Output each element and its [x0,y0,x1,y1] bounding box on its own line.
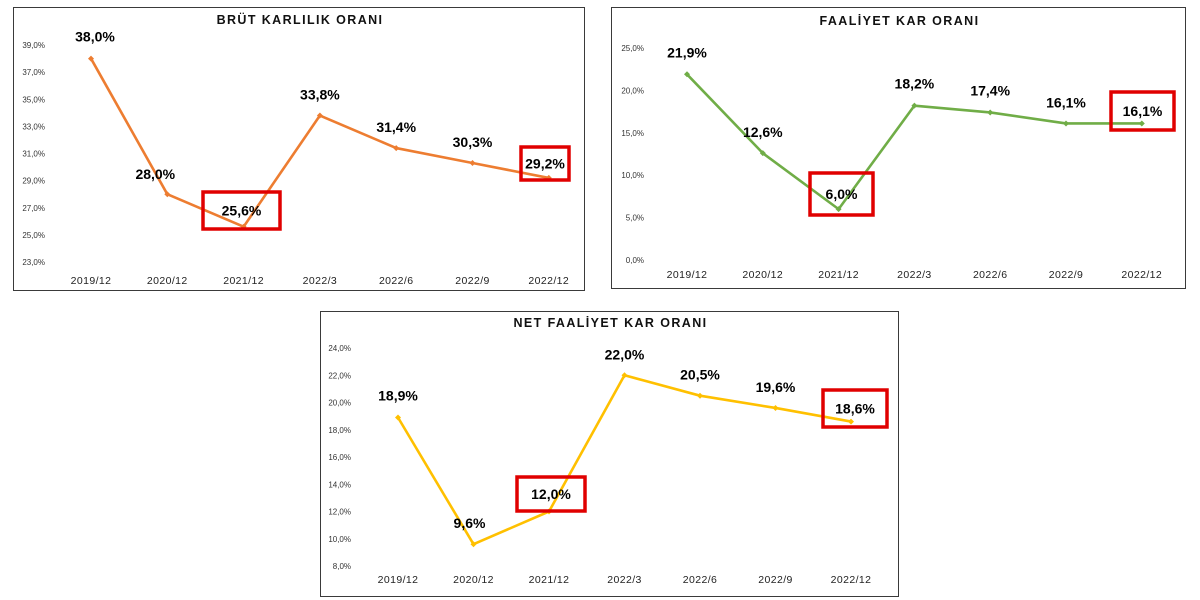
x-tick-label: 2020/12 [742,269,783,281]
data-label: 20,5% [680,367,720,383]
data-point-marker [469,159,476,166]
x-tick-label: 2022/9 [1049,269,1084,281]
data-label: 6,0% [826,186,858,202]
y-tick-label: 14,0% [328,480,351,489]
data-label: 29,2% [525,156,565,172]
x-tick-label: 2022/12 [1121,269,1162,281]
data-label: 18,2% [895,76,935,92]
chart-brut-karlilik-svg: BRÜT KARLILIK ORANI 23,0% 25,0% 27,0% 29,0% 3… [22,12,571,287]
data-label: 18,9% [378,387,418,403]
y-tick-label: 12,0% [328,508,351,517]
x-tick-label: 2022/3 [897,269,932,281]
y-tick-label: 5,0% [626,214,644,223]
data-label: 16,1% [1046,94,1086,110]
highlight-box [519,145,571,182]
y-tick-label: 35,0% [22,95,45,104]
x-tick-label: 2020/12 [147,275,188,287]
data-label: 33,8% [300,87,340,103]
x-tick-label: 2019/12 [71,275,112,287]
chart-title: BRÜT KARLILIK ORANI [217,12,384,27]
y-tick-label: 22,0% [328,371,351,380]
data-point-marker [987,109,994,116]
highlight-box [808,171,875,217]
highlight-box [201,190,282,231]
data-point-marker [684,71,690,78]
x-tick-label: 2022/12 [528,275,569,287]
y-tick-label: 0,0% [626,256,644,265]
y-tick-label: 10,0% [621,171,644,180]
chart-panel-faaliyet-kar: FAALİYET KAR ORANI 0,0% 5,0% 10,0% 15,0% 20,0… [611,7,1186,289]
y-tick-label: 20,0% [328,399,351,408]
x-tick-label: 2022/6 [973,269,1008,281]
y-tick-label: 33,0% [22,122,45,131]
x-tick-label: 2022/6 [683,574,718,586]
data-point-marker [393,145,400,152]
y-tick-label: 25,0% [621,44,644,53]
data-point-marker [1063,120,1069,127]
x-tick-label: 2019/12 [378,574,419,586]
y-tick-label: 15,0% [621,129,644,138]
data-point-marker [759,150,766,157]
data-label: 12,6% [743,124,783,140]
y-tick-label: 16,0% [328,453,351,462]
data-point-marker [395,414,401,421]
data-label: 38,0% [75,29,115,45]
highlight-box [821,388,889,429]
x-tick-label: 2022/3 [607,574,642,586]
data-label: 12,0% [531,486,571,502]
data-point-marker [848,418,854,425]
y-tick-label: 25,0% [22,231,45,240]
data-label: 21,9% [667,44,707,60]
x-tick-label: 2020/12 [453,574,494,586]
data-label: 25,6% [222,203,262,219]
data-label: 17,4% [970,82,1010,98]
y-tick-label: 29,0% [22,177,45,186]
data-point-marker [621,372,628,379]
highlight-box [515,475,587,513]
data-point-marker [316,112,323,119]
highlight-box [1109,90,1176,132]
data-label: 9,6% [454,515,486,531]
x-tick-label: 2021/12 [818,269,859,281]
data-point-marker [164,191,171,198]
data-point-marker [772,404,779,411]
x-tick-label: 2022/12 [831,574,872,586]
y-tick-label: 8,0% [333,562,351,571]
x-tick-label: 2021/12 [223,275,264,287]
chart-panel-net-faaliyet-kar: NET FAALİYET KAR ORANI 8,0% 10,0% 12,0% 14,0… [320,311,899,597]
data-label: 30,3% [453,134,493,150]
chart-faaliyet-kar-svg: FAALİYET KAR ORANI 0,0% 5,0% 10,0% 15,0% 20,0… [621,13,1176,281]
x-tick-label: 2021/12 [529,574,570,586]
y-tick-label: 31,0% [22,150,45,159]
chart-net-faaliyet-kar-svg: NET FAALİYET KAR ORANI 8,0% 10,0% 12,0% 14,0… [328,315,889,586]
y-tick-label: 23,0% [22,258,45,267]
x-tick-label: 2022/9 [455,275,490,287]
data-point-marker [835,206,842,213]
y-tick-label: 24,0% [328,344,351,353]
data-point-marker [911,102,918,109]
data-label: 31,4% [376,119,416,135]
y-tick-label: 18,0% [328,426,351,435]
y-tick-label: 37,0% [22,68,45,77]
y-tick-label: 10,0% [328,535,351,544]
data-label: 22,0% [605,346,645,362]
data-point-marker [697,392,703,399]
data-label: 19,6% [756,379,796,395]
data-point-marker [88,55,94,62]
x-tick-label: 2022/3 [303,275,338,287]
y-tick-label: 39,0% [22,41,45,50]
x-tick-label: 2022/6 [379,275,414,287]
data-point-marker [1138,120,1145,127]
x-tick-label: 2019/12 [667,269,708,281]
data-label: 18,6% [835,401,875,417]
x-tick-label: 2022/9 [758,574,793,586]
y-tick-label: 27,0% [22,204,45,213]
y-tick-label: 20,0% [621,86,644,95]
chart-title: FAALİYET KAR ORANI [820,13,980,28]
data-point-marker [470,541,477,548]
data-label: 16,1% [1123,103,1163,119]
data-label: 28,0% [135,166,175,182]
chart-panel-brut-karlilik: BRÜT KARLILIK ORANI 23,0% 25,0% 27,0% 29,0% 3… [13,7,585,291]
chart-title: NET FAALİYET KAR ORANI [514,315,708,330]
